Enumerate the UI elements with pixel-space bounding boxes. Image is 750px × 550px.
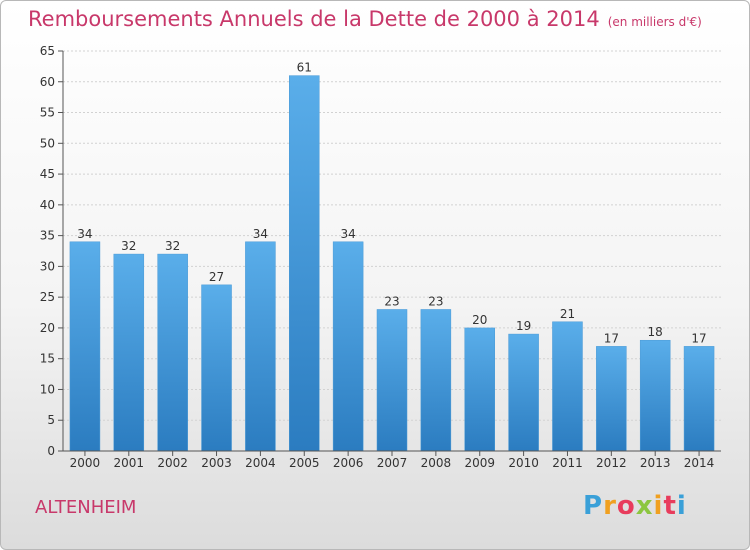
y-tick-label: 45	[40, 167, 55, 181]
bar	[508, 333, 539, 452]
proxiti-logo: Proxiti	[583, 491, 687, 521]
bar-value-label: 20	[472, 313, 487, 327]
bar-value-label: 34	[77, 227, 92, 241]
x-tick-label: 2010	[508, 456, 539, 470]
bar-value-label: 23	[384, 294, 399, 308]
chart-title: Remboursements Annuels de la Dette de 20…	[28, 7, 702, 31]
bar-value-label: 61	[297, 61, 312, 75]
x-tick-label: 2009	[464, 456, 495, 470]
axes: 0 5 10 15 20 25 30 35 40 45 50 55 60 65 2000 2001 2002 20…	[40, 44, 721, 470]
x-tick-label: 2002	[157, 456, 188, 470]
bar-value-label: 27	[209, 270, 224, 284]
bar	[289, 75, 320, 452]
y-tick-label: 60	[40, 75, 55, 89]
bar	[376, 309, 408, 452]
x-tick-label: 2007	[377, 456, 408, 470]
y-tick-label: 10	[40, 382, 55, 396]
bar	[464, 327, 495, 452]
bar	[420, 309, 452, 452]
commune-name: ALTENHEIM	[35, 497, 137, 518]
y-tick-label: 0	[47, 444, 55, 458]
y-tick-label: 15	[40, 352, 55, 366]
chart-unit: (en milliers d'€)	[607, 15, 702, 29]
x-tick-label: 2005	[289, 456, 320, 470]
bar	[113, 253, 145, 452]
y-tick-label: 55	[40, 106, 55, 120]
bar	[596, 346, 627, 452]
bar	[639, 339, 671, 452]
y-tick-label: 30	[40, 259, 55, 273]
x-tick-label: 2013	[640, 456, 671, 470]
x-tick-label: 2000	[70, 456, 101, 470]
y-tick-label: 65	[40, 44, 55, 58]
bar-value-label: 34	[253, 227, 268, 241]
x-tick-label: 2011	[552, 456, 583, 470]
x-tick-label: 2006	[333, 456, 364, 470]
bar-value-label: 17	[691, 331, 706, 345]
chart-title-text: Remboursements Annuels de la Dette de 20…	[28, 7, 600, 31]
bar-value-label: 18	[648, 325, 663, 339]
x-tick-label: 2003	[201, 456, 232, 470]
x-tick-label: 2004	[245, 456, 276, 470]
bar-value-label: 34	[340, 227, 355, 241]
bar-value-label: 23	[428, 294, 443, 308]
y-tick-label: 5	[47, 413, 55, 427]
bar-value-label: 21	[560, 307, 575, 321]
y-tick-label: 40	[40, 198, 55, 212]
bar	[245, 241, 276, 452]
bar-value-label: 32	[165, 239, 180, 253]
y-tick-label: 35	[40, 229, 55, 243]
bar	[201, 284, 232, 452]
bar	[683, 346, 715, 452]
x-tick-label: 2012	[596, 456, 627, 470]
y-tick-label: 25	[40, 290, 55, 304]
y-tick-label: 50	[40, 136, 55, 150]
bar-value-label: 17	[604, 331, 619, 345]
y-tick-label: 20	[40, 321, 55, 335]
bar-value-label: 32	[121, 239, 136, 253]
x-tick-label: 2008	[421, 456, 452, 470]
bars: 34 32 32 27 34 61 34 23 23 20 19 21 17 18 17	[69, 61, 715, 452]
bar-value-label: 19	[516, 319, 531, 333]
bar	[69, 241, 101, 452]
bar	[332, 241, 364, 452]
bar	[552, 321, 583, 452]
x-tick-label: 2001	[114, 456, 145, 470]
x-tick-label: 2014	[684, 456, 715, 470]
bar	[157, 253, 188, 452]
